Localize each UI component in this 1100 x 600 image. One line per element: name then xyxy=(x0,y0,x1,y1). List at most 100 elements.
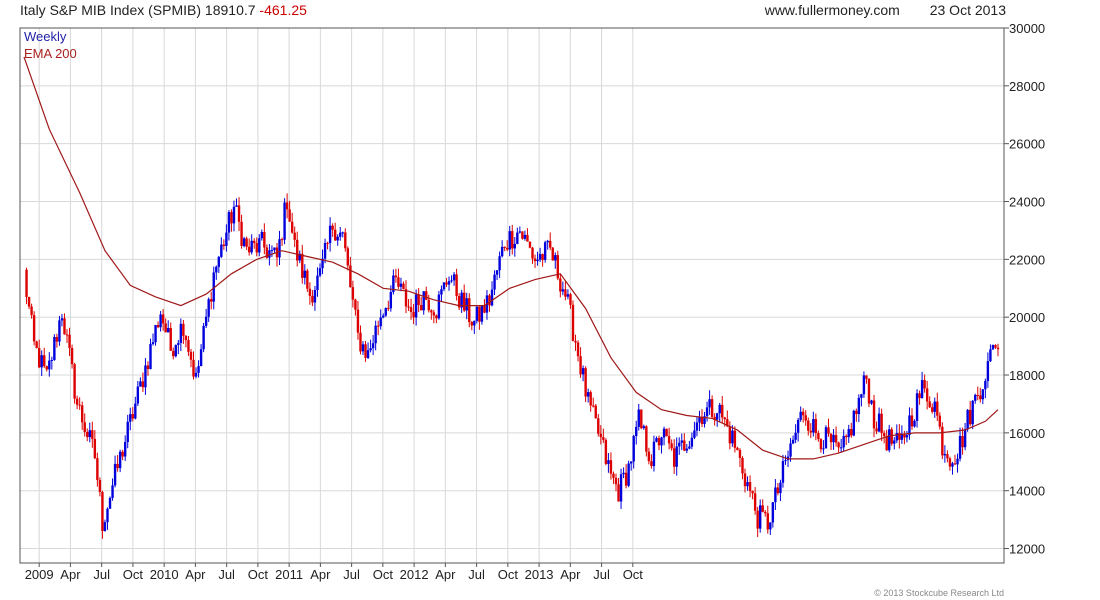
candle-body xyxy=(726,419,729,427)
candle-body xyxy=(645,426,648,452)
candle-body xyxy=(624,472,628,486)
candle-body xyxy=(895,433,899,441)
candle-body xyxy=(184,335,188,341)
candle-body xyxy=(265,247,269,258)
candle-body xyxy=(399,283,403,287)
x-tick-label: Jul xyxy=(468,567,485,582)
candle-body xyxy=(662,428,666,438)
candle-body xyxy=(683,440,686,451)
candle-body xyxy=(366,350,370,358)
candle-body xyxy=(839,447,843,449)
x-tick-label: Oct xyxy=(373,567,394,582)
candle-body xyxy=(58,320,61,342)
candle-body xyxy=(703,416,706,425)
candle-body xyxy=(91,430,94,439)
candle-body xyxy=(680,440,683,443)
candle-body xyxy=(994,344,997,348)
candle-body xyxy=(40,355,43,368)
price-change: -461.25 xyxy=(259,2,307,18)
candle-body xyxy=(93,438,97,459)
candle-body xyxy=(951,463,954,467)
candle-body xyxy=(953,463,957,465)
candle-body xyxy=(599,433,603,438)
candle-body xyxy=(106,508,109,523)
candle-body xyxy=(303,270,307,278)
candle-body xyxy=(728,426,732,444)
candle-body xyxy=(483,305,486,313)
candle-body xyxy=(151,342,155,345)
ema-200-line xyxy=(23,56,999,460)
plot-frame xyxy=(19,27,1005,564)
candle-body xyxy=(167,328,170,333)
candle-body xyxy=(948,458,952,467)
candle-body xyxy=(240,221,243,246)
y-tick-label: 24000 xyxy=(1009,195,1045,210)
site-link[interactable]: www.fullermoney.com xyxy=(764,2,900,18)
y-tick-label: 18000 xyxy=(1009,368,1045,383)
candle-body xyxy=(48,360,51,370)
candle-body xyxy=(230,212,233,224)
candle-body xyxy=(822,448,825,450)
candle-body xyxy=(83,422,86,432)
candle-body xyxy=(500,246,504,257)
copyright-notice: © 2013 Stockcube Research Ltd xyxy=(874,588,1004,598)
candle-body xyxy=(635,426,638,437)
candle-body xyxy=(559,278,562,292)
candle-body xyxy=(678,442,681,447)
candle-body xyxy=(462,292,466,311)
x-tick-label: Oct xyxy=(623,567,644,582)
candle-body xyxy=(285,202,289,210)
candle-body xyxy=(809,430,812,433)
candle-body xyxy=(159,314,162,328)
candle-body xyxy=(607,460,610,464)
candle-body xyxy=(581,368,585,375)
candle-body xyxy=(220,244,223,257)
candle-body xyxy=(417,294,420,306)
candle-body xyxy=(50,359,54,361)
candle-body xyxy=(427,299,430,311)
candle-body xyxy=(306,270,309,289)
chart-date: 23 Oct 2013 xyxy=(929,2,1006,18)
candle-body xyxy=(255,242,258,253)
candle-body xyxy=(698,417,701,423)
candle-body xyxy=(713,416,716,420)
candle-body xyxy=(394,275,398,278)
candle-body xyxy=(296,239,299,261)
candle-body xyxy=(941,426,944,456)
candle-body xyxy=(30,306,33,316)
candle-body xyxy=(225,232,228,246)
candle-body xyxy=(688,446,691,449)
candle-body xyxy=(597,418,600,434)
candle-body xyxy=(779,482,782,494)
y-tick-label: 20000 xyxy=(1009,310,1045,325)
candle-body xyxy=(769,522,772,530)
candle-body xyxy=(227,212,231,233)
legend-ema-200: EMA 200 xyxy=(24,46,77,61)
candle-body xyxy=(235,205,238,207)
candle-body xyxy=(979,395,982,400)
candle-body xyxy=(270,250,274,252)
candle-body xyxy=(571,304,575,341)
candle-body xyxy=(250,240,253,253)
candle-body xyxy=(796,419,800,433)
candle-body xyxy=(189,351,193,360)
candle-body xyxy=(468,298,471,323)
candle-body xyxy=(404,289,408,307)
candle-body xyxy=(442,282,446,290)
candle-body xyxy=(336,236,339,241)
candle-body xyxy=(764,511,767,514)
candle-body xyxy=(721,404,724,418)
candle-body xyxy=(490,289,494,306)
x-tick-label: Jul xyxy=(93,567,110,582)
candle-body xyxy=(847,429,850,438)
candle-body xyxy=(554,255,557,261)
candle-body xyxy=(860,394,863,398)
candle-body xyxy=(642,426,646,429)
candle-body xyxy=(837,442,840,448)
candle-body xyxy=(513,243,516,249)
candle-body xyxy=(419,305,423,311)
candle-body xyxy=(981,389,985,400)
candle-body xyxy=(920,380,924,399)
candle-body xyxy=(528,241,532,248)
